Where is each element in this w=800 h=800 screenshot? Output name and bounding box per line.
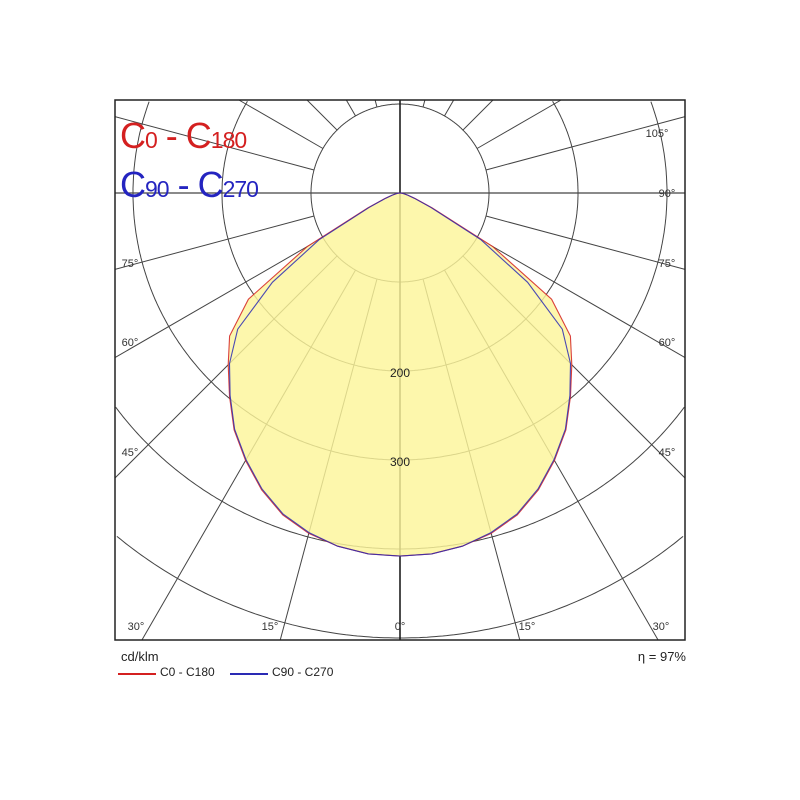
- title-c90-c270: C90 - C270: [120, 164, 259, 205]
- angle-label-right-5: 30°: [653, 621, 670, 633]
- distribution-fill: [228, 193, 572, 557]
- grid-radial--135: [306, 99, 338, 131]
- angle-label-right-4: 45°: [659, 447, 676, 459]
- grid-radial--120: [238, 99, 324, 149]
- grid-radial-150: [444, 99, 455, 117]
- angle-label-right-1: 90°: [659, 188, 676, 200]
- legend-label-c90: C90 - C270: [272, 665, 334, 679]
- angle-label-left-4: 15°: [262, 621, 279, 633]
- efficiency-label: η = 97%: [637, 649, 686, 664]
- legend-line-c0: [118, 673, 156, 675]
- unit-label: cd/klm: [121, 649, 159, 664]
- grid-radial-75: [485, 215, 686, 270]
- angle-label-right-2: 75°: [659, 258, 676, 270]
- grid-radial-105: [485, 116, 686, 171]
- legend-label-c0: C0 - C180: [160, 665, 215, 679]
- series-curve-1: [228, 192, 572, 557]
- grid-radial--60: [114, 237, 324, 358]
- angle-label-left-3: 30°: [128, 621, 145, 633]
- ring-label-300: 300: [390, 455, 410, 469]
- grid-radial-60: [476, 237, 686, 358]
- grid-radial-120: [476, 99, 562, 149]
- ring-label-200: 200: [390, 366, 410, 380]
- angle-label-right-6: 15°: [519, 621, 536, 633]
- angle-label-left-2: 45°: [122, 447, 139, 459]
- plot-area: [114, 99, 686, 641]
- angle-label-left-0: 75°: [122, 258, 139, 270]
- angle-label-right-7: 0°: [395, 621, 406, 633]
- angle-label-left-1: 60°: [122, 337, 139, 349]
- grid-radial--105: [114, 116, 315, 171]
- plot-frame: [114, 99, 686, 641]
- legend-line-c90: [230, 673, 268, 675]
- title-c0-c180: C0 - C180: [120, 115, 247, 156]
- grid-radial--150: [345, 99, 356, 117]
- grid-radial--165: [374, 99, 378, 108]
- grid-radial--75: [114, 215, 315, 270]
- angle-label-right-0: 105°: [646, 128, 669, 140]
- grid-radial-165: [422, 99, 426, 108]
- angle-label-right-3: 60°: [659, 337, 676, 349]
- grid-radial-135: [462, 99, 494, 131]
